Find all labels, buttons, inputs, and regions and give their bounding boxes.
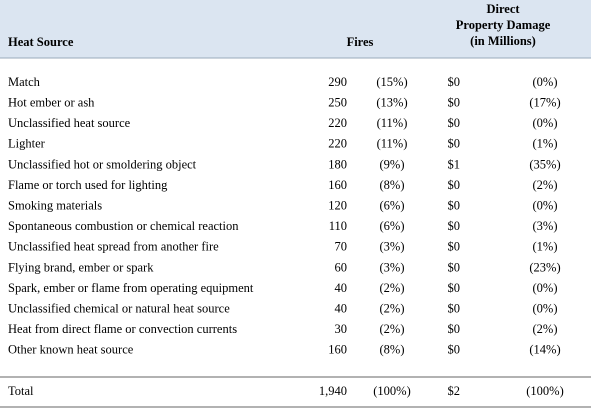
table-cell: Unclassified hot or smoldering object <box>8 157 197 171</box>
table-cell: Spontaneous combustion or chemical react… <box>8 219 239 233</box>
table-cell: $0 <box>448 198 461 212</box>
table-cell: $0 <box>448 75 461 89</box>
table-cell: (8%) <box>380 343 405 357</box>
table-cell: (0%) <box>533 281 558 295</box>
table-cell: (11%) <box>377 137 408 151</box>
table-cell: (0%) <box>533 116 558 130</box>
table-cell: (1%) <box>533 137 558 151</box>
table-cell: Smoking materials <box>8 198 102 212</box>
table-cell: 220 <box>328 116 347 130</box>
table-cell: 180 <box>328 157 347 171</box>
table-cell: (13%) <box>376 95 407 109</box>
table-cell: Total <box>8 384 34 398</box>
table-cell: 290 <box>328 75 347 89</box>
table-cell: $0 <box>448 322 461 336</box>
table-cell: (8%) <box>380 178 405 192</box>
table-cell: (17%) <box>529 95 560 109</box>
table-cell: $0 <box>448 281 461 295</box>
table-cell: $0 <box>448 178 461 192</box>
table-cell: 110 <box>329 219 347 233</box>
table-cell: (100%) <box>526 384 564 398</box>
table-cell: (0%) <box>533 75 558 89</box>
header-cell: Direct <box>486 2 520 16</box>
table-cell: $0 <box>448 116 461 130</box>
table-cell: 160 <box>328 178 347 192</box>
table-cell: Unclassified heat spread from another fi… <box>8 240 219 254</box>
table-cell: (9%) <box>380 157 405 171</box>
table-cell: (2%) <box>380 281 405 295</box>
table-cell: $1 <box>448 157 461 171</box>
table-cell: (1%) <box>533 240 558 254</box>
table-cell: 1,940 <box>319 384 347 398</box>
table-cell: (6%) <box>380 219 405 233</box>
table-cell: $0 <box>448 260 461 274</box>
table-cell: $0 <box>448 240 461 254</box>
table-cell: (15%) <box>376 75 407 89</box>
table-cell: (0%) <box>533 198 558 212</box>
table-cell: (100%) <box>373 384 411 398</box>
table-cell: 60 <box>335 260 348 274</box>
header-background <box>0 0 591 58</box>
table-cell: 160 <box>328 343 347 357</box>
table-cell: Match <box>8 75 41 89</box>
table-cell: (3%) <box>533 219 558 233</box>
table-cell: 40 <box>335 301 348 315</box>
header-cell: (in Millions) <box>470 34 536 48</box>
table-cell: Flame or torch used for lighting <box>8 178 168 192</box>
table-cell: 120 <box>328 198 347 212</box>
table-cell: Other known heat source <box>8 343 134 357</box>
table-cell: Spark, ember or flame from operating equ… <box>8 281 254 295</box>
table-cell: 30 <box>335 322 348 336</box>
table-cell: Unclassified heat source <box>8 116 131 130</box>
table-cell: Lighter <box>8 137 46 151</box>
table-cell: $0 <box>448 137 461 151</box>
table-cell: 40 <box>335 281 348 295</box>
table-cell: (0%) <box>533 301 558 315</box>
header-cell: Property Damage <box>456 18 551 32</box>
header-cell: Fires <box>347 35 374 49</box>
table-cell: 70 <box>335 240 348 254</box>
table-cell: $0 <box>448 219 461 233</box>
table-cell: $0 <box>448 301 461 315</box>
table-cell: (3%) <box>380 260 405 274</box>
table-cell: (2%) <box>380 322 405 336</box>
table-cell: (3%) <box>380 240 405 254</box>
header-cell: Heat Source <box>8 35 74 49</box>
table-cell: Heat from direct flame or convection cur… <box>8 322 237 336</box>
table-cell: Flying brand, ember or spark <box>8 260 154 274</box>
table-cell: (35%) <box>529 157 560 171</box>
table-cell: 220 <box>328 137 347 151</box>
table-cell: (2%) <box>533 178 558 192</box>
table-cell: $2 <box>448 384 461 398</box>
table-cell: (14%) <box>529 343 560 357</box>
table-cell: (11%) <box>377 116 408 130</box>
table-cell: (6%) <box>380 198 405 212</box>
table-cell: 250 <box>328 95 347 109</box>
table-cell: (2%) <box>380 301 405 315</box>
table-cell: (23%) <box>529 260 560 274</box>
table-cell: (2%) <box>533 322 558 336</box>
table-cell: Unclassified chemical or natural heat so… <box>8 301 230 315</box>
table-cell: Hot ember or ash <box>8 95 95 109</box>
table-cell: $0 <box>448 343 461 357</box>
table-cell: $0 <box>448 95 461 109</box>
